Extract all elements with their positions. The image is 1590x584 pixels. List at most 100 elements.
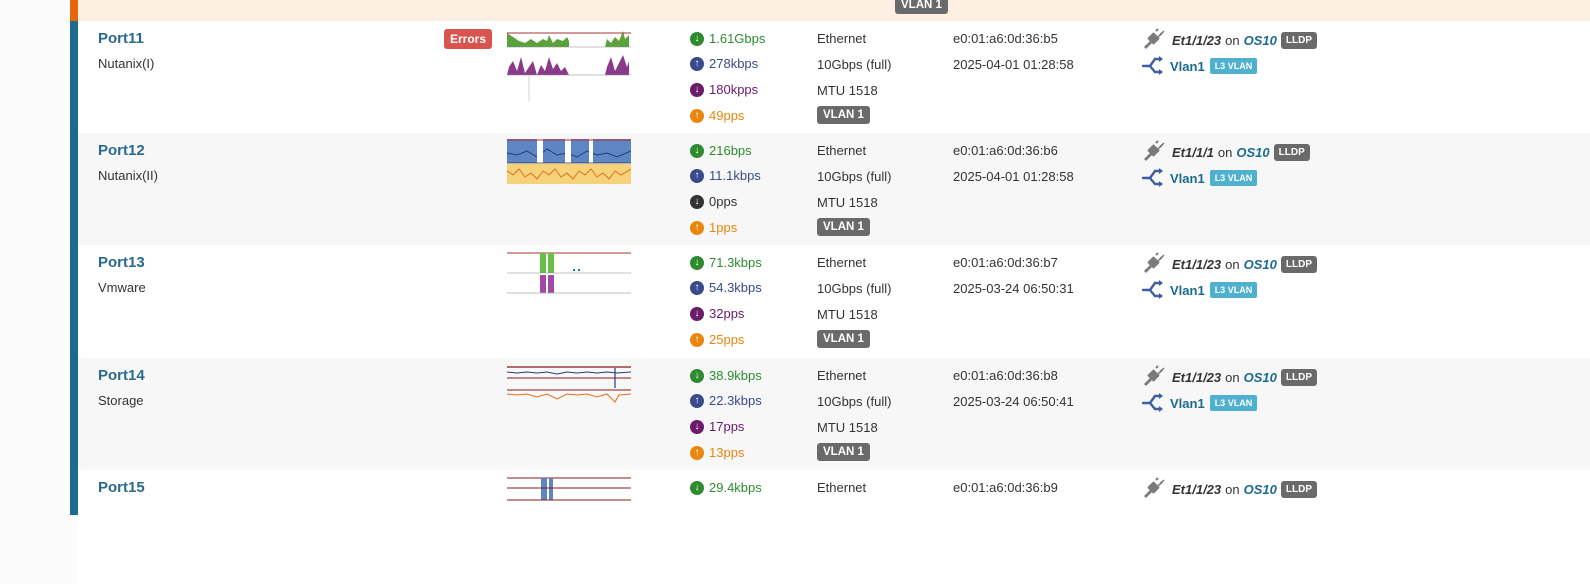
arrow-down-icon: ↓ xyxy=(690,369,704,383)
left-gutter xyxy=(0,0,70,515)
rx-rate-value: 71.3kbps xyxy=(709,255,762,270)
port-type: Ethernet xyxy=(817,255,867,270)
l3-vlan-badge: L3 VLAN xyxy=(1209,395,1258,411)
l3-vlan-badge: L3 VLAN xyxy=(1209,282,1258,298)
vlan-badge: VLAN 1 xyxy=(817,443,870,461)
vlan-link[interactable]: Vlan1 xyxy=(1170,395,1205,411)
vlan-branch-icon xyxy=(1141,278,1170,303)
rx-pps: ↓ 17pps xyxy=(690,418,744,436)
rx-rate: ↓ 1.61Gbps xyxy=(690,30,765,48)
rx-rate: ↓ 29.4kbps xyxy=(690,479,762,497)
neighbor-device-link[interactable]: OS10 xyxy=(1243,369,1277,385)
traffic-graph[interactable] xyxy=(506,364,632,439)
on-label: on xyxy=(1225,256,1240,272)
rx-pps: ↓ 0pps xyxy=(690,193,737,211)
mac-address: e0:01:a6:0d:36:b8 xyxy=(953,368,1058,383)
port-description: Nutanix(I) xyxy=(98,56,155,71)
neighbor-info: Et1/1/23 on OS10 LLDP xyxy=(1141,27,1317,53)
last-change-timestamp: 2025-03-24 06:50:31 xyxy=(953,281,1074,296)
tx-pps-value: 1pps xyxy=(709,220,738,235)
neighbor-info: Et1/1/23 on OS10 LLDP xyxy=(1141,476,1317,502)
table-row: Port13 Vmware ↓ 71.3kbps ↑ 54.3kbps ↓ 32pps ↑ 25p… xyxy=(78,245,1590,359)
arrow-up-icon: ↑ xyxy=(690,333,704,347)
rx-rate: ↓ 216bps xyxy=(690,142,752,160)
port-name-link[interactable]: Port13 xyxy=(98,254,145,271)
mac-address: e0:01:a6:0d:36:b5 xyxy=(953,31,1058,46)
neighbor-interface-link[interactable]: Et1/1/1 xyxy=(1172,144,1214,160)
port-mtu: MTU 1518 xyxy=(817,83,878,98)
protocol-badge: LLDP xyxy=(1280,480,1317,498)
port-type: Ethernet xyxy=(817,368,867,383)
on-label: on xyxy=(1225,481,1240,497)
vlan-link[interactable]: Vlan1 xyxy=(1170,170,1205,186)
vlan-branch-icon xyxy=(1141,391,1170,416)
vlan-link[interactable]: Vlan1 xyxy=(1170,282,1205,298)
l3-vlan-info: Vlan1 L3 VLAN xyxy=(1141,55,1258,77)
last-change-timestamp: 2025-04-01 01:28:58 xyxy=(953,169,1074,184)
tx-rate-value: 54.3kbps xyxy=(709,280,762,295)
port-type: Ethernet xyxy=(817,143,867,158)
l3-vlan-badge: L3 VLAN xyxy=(1209,58,1258,74)
on-label: on xyxy=(1225,369,1240,385)
mac-address: e0:01:a6:0d:36:b7 xyxy=(953,255,1058,270)
l3-vlan-info: Vlan1 L3 VLAN xyxy=(1141,278,1258,303)
network-cable-icon xyxy=(1141,476,1172,502)
last-change-timestamp: 2025-03-24 06:50:41 xyxy=(953,394,1074,409)
port-name-link[interactable]: Port11 xyxy=(98,30,144,47)
port-speed: 10Gbps (full) xyxy=(817,281,892,296)
port-name-link[interactable]: Port15 xyxy=(98,479,145,496)
protocol-badge: LLDP xyxy=(1280,368,1317,386)
neighbor-interface-link[interactable]: Et1/1/23 xyxy=(1172,256,1222,272)
tx-rate-value: 22.3kbps xyxy=(709,393,762,408)
last-change-timestamp: 2025-04-01 01:28:58 xyxy=(953,57,1074,72)
traffic-graph[interactable] xyxy=(507,251,631,326)
arrow-down-icon: ↓ xyxy=(690,32,704,46)
table-row: Port14 Storage ↓ 38.9kbps ↑ 22.3kbps ↓ 17pps ↑ 13… xyxy=(78,358,1590,472)
table-row: Port12 Nutanix(II) ↓ 216bps ↑ 11.1kbps ↓ 0pps ↑ 1… xyxy=(78,133,1590,247)
mac-address: e0:01:a6:0d:36:b6 xyxy=(953,143,1058,158)
port-name-link[interactable]: Port12 xyxy=(98,142,145,159)
vlan-link[interactable]: Vlan1 xyxy=(1170,58,1205,74)
traffic-graph[interactable] xyxy=(507,27,631,102)
rx-pps-value: 32pps xyxy=(709,306,745,321)
neighbor-interface-link[interactable]: Et1/1/23 xyxy=(1172,32,1222,48)
arrow-down-icon: ↓ xyxy=(690,307,704,321)
traffic-graph[interactable] xyxy=(506,139,632,214)
tx-rate: ↑ 22.3kbps xyxy=(690,392,762,410)
network-cable-icon xyxy=(1141,27,1172,53)
arrow-down-icon: ↓ xyxy=(690,195,704,209)
port-mtu: MTU 1518 xyxy=(817,420,878,435)
neighbor-device-link[interactable]: OS10 xyxy=(1243,32,1277,48)
arrow-up-icon: ↑ xyxy=(690,109,704,123)
rx-pps-value: 17pps xyxy=(709,419,745,434)
tx-rate-value: 278kbps xyxy=(709,56,759,71)
table-row: Port11 Nutanix(I) Errors ↓ 1.61Gbps ↑ 278kbps ↓… xyxy=(78,21,1590,135)
arrow-down-icon: ↓ xyxy=(690,83,704,97)
arrow-down-icon: ↓ xyxy=(690,481,704,495)
neighbor-interface-link[interactable]: Et1/1/23 xyxy=(1172,369,1222,385)
neighbor-device-link[interactable]: OS10 xyxy=(1236,144,1270,160)
arrow-down-icon: ↓ xyxy=(690,144,704,158)
traffic-graph[interactable] xyxy=(507,476,631,551)
port-name-link[interactable]: Port14 xyxy=(98,367,145,384)
vlan-badge: VLAN 1 xyxy=(817,218,870,236)
errors-badge[interactable]: Errors xyxy=(444,29,493,49)
previous-row-accent xyxy=(70,0,78,21)
port-speed: 10Gbps (full) xyxy=(817,394,892,409)
vlan-badge: VLAN 1 xyxy=(895,0,948,14)
row-group-accent-bar xyxy=(70,0,78,515)
arrow-up-icon: ↑ xyxy=(690,57,704,71)
tx-pps-value: 25pps xyxy=(709,332,745,347)
on-label: on xyxy=(1217,144,1233,160)
rx-pps: ↓ 32pps xyxy=(690,305,744,323)
rx-rate-value: 216bps xyxy=(709,143,752,158)
neighbor-device-link[interactable]: OS10 xyxy=(1243,481,1277,497)
tx-rate: ↑ 54.3kbps xyxy=(690,279,762,297)
arrow-up-icon: ↑ xyxy=(690,169,704,183)
network-cable-icon xyxy=(1141,251,1172,277)
neighbor-interface-link[interactable]: Et1/1/23 xyxy=(1172,481,1222,497)
rx-pps-value: 180kpps xyxy=(709,82,759,97)
l3-vlan-badge: L3 VLAN xyxy=(1209,170,1258,186)
l3-vlan-info: Vlan1 L3 VLAN xyxy=(1141,391,1258,416)
neighbor-device-link[interactable]: OS10 xyxy=(1243,256,1277,272)
